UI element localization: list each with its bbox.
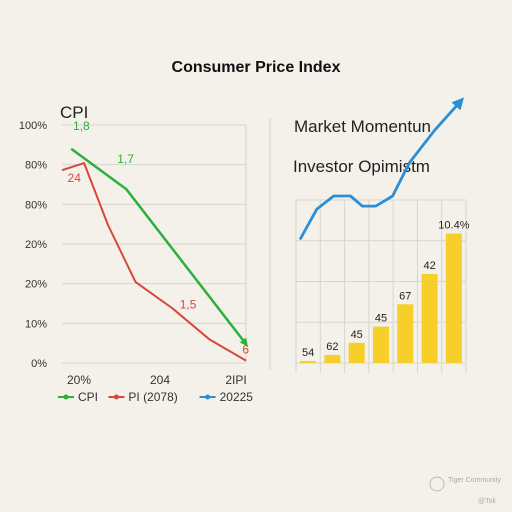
- right-bar-labels: 54 62 45 45 67 42 10.4%: [302, 220, 470, 360]
- bar: [445, 233, 462, 363]
- legend-marker: [63, 394, 69, 400]
- data-label: 1,5: [180, 297, 197, 311]
- legend-label: PI (2078): [128, 390, 177, 404]
- right-grid: [295, 199, 467, 373]
- series-line-pi: [61, 162, 247, 362]
- left-series-lines: [61, 147, 248, 362]
- bar: [348, 342, 365, 363]
- chart-title: Consumer Price Index: [172, 59, 341, 76]
- legend-marker: [205, 394, 211, 400]
- left-y-tick-label: 10%: [25, 318, 47, 330]
- data-label: 1,8: [73, 119, 90, 133]
- left-y-tick-label: 80%: [25, 160, 47, 172]
- bar: [324, 354, 341, 363]
- watermark: Tiger Community @Toli: [429, 476, 502, 505]
- watermark-logo-icon: [429, 476, 445, 492]
- left-y-tick-label: 20%: [25, 239, 47, 251]
- left-y-tick-label: 80%: [25, 199, 47, 211]
- left-x-tick-label: 204: [150, 373, 170, 387]
- legend-entry: CPI: [58, 390, 98, 404]
- left-y-tick-label: 20%: [25, 279, 47, 291]
- left-y-tick-label: 100%: [19, 120, 47, 132]
- data-label: 1,7: [117, 152, 134, 166]
- series-line-cpi: [70, 147, 248, 347]
- legend-marker: [113, 394, 119, 400]
- bar-label: 54: [302, 347, 314, 359]
- left-annotations: 1,8 1,7 24 1,5 6: [68, 119, 250, 357]
- right-bars: [300, 233, 462, 363]
- data-label: 24: [68, 171, 82, 185]
- legend-entry: PI (2078): [108, 390, 178, 404]
- legend-label: 20225: [220, 390, 254, 404]
- left-y-ticks: 100% 80% 80% 20% 20% 10% 0%: [19, 120, 47, 370]
- left-grid: [62, 124, 247, 364]
- right-panel-title: Market Momentun: [294, 117, 431, 136]
- legend: CPI PI (2078) 20225: [58, 390, 253, 404]
- bar: [397, 304, 414, 363]
- bar-label: 45: [351, 329, 363, 341]
- bar-label: 67: [399, 290, 411, 302]
- legend-entry: 20225: [199, 390, 254, 404]
- left-x-tick-label: 20%: [67, 373, 91, 387]
- bar: [300, 361, 317, 363]
- right-panel-subtitle: Investor Opimistm: [293, 157, 430, 176]
- left-x-ticks: 20% 204 2IPI: [67, 373, 247, 387]
- bar-label: 62: [326, 341, 338, 353]
- bar-label: 42: [423, 260, 435, 272]
- bar-label: 45: [375, 313, 387, 325]
- left-y-axis-label: CPI: [60, 103, 88, 122]
- bar: [373, 326, 389, 363]
- watermark-text: Tiger Community: [448, 477, 502, 484]
- data-label: 6: [242, 342, 249, 356]
- left-x-tick-label: 2IPI: [225, 373, 246, 387]
- bar: [421, 273, 438, 363]
- bar-label: 10.4%: [438, 220, 469, 232]
- left-y-tick-label: 0%: [31, 358, 47, 370]
- watermark-handle: @Toli: [478, 498, 496, 505]
- right-momentum-line: [298, 97, 464, 241]
- legend-label: CPI: [78, 390, 98, 404]
- momentum-line: [298, 97, 464, 241]
